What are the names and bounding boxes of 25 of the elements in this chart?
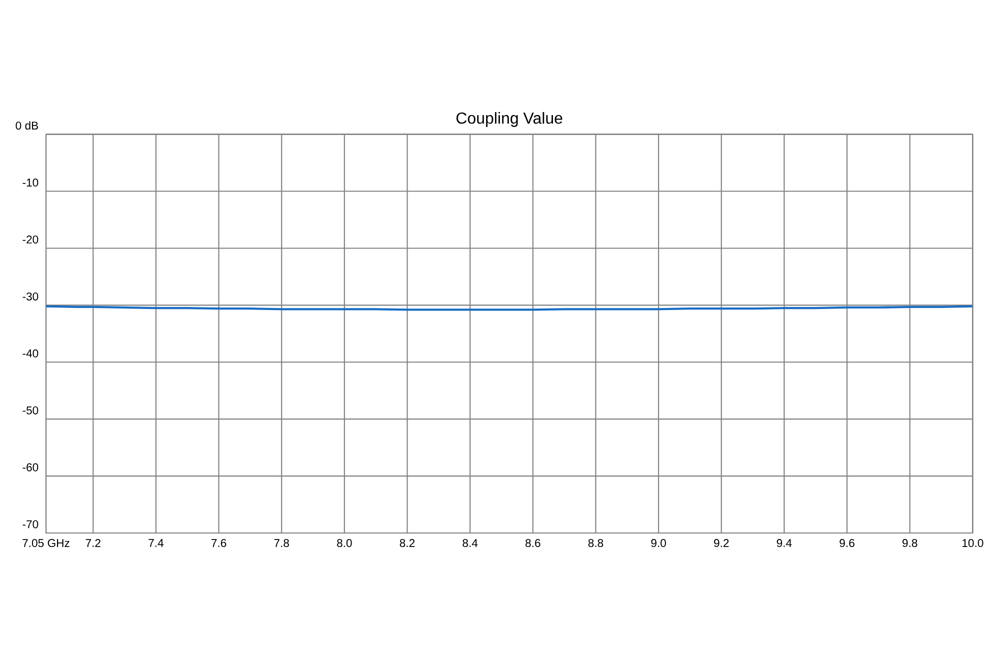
y-tick-label: -40: [22, 349, 38, 358]
x-tick-label: 9.8: [902, 539, 918, 548]
x-tick-label: 9.4: [776, 539, 792, 548]
x-tick-label: 7.6: [211, 539, 226, 548]
y-tick-label: -50: [22, 406, 38, 414]
x-tick-label: 8.2: [400, 539, 415, 548]
chart-title: Coupling Value: [456, 112, 562, 127]
x-tick-label: 10.0: [962, 539, 984, 548]
y-tick-label: -30: [22, 292, 38, 300]
y-tick-label: -10: [22, 178, 38, 187]
x-tick-label: 7.4: [148, 539, 164, 547]
x-tick-label: 7.8: [274, 539, 289, 548]
x-tick-label: 9.0: [651, 539, 666, 548]
y-tick-label: -70: [22, 520, 38, 528]
x-tick-label: 7.05 GHz: [22, 539, 70, 548]
y-tick-label: -20: [22, 236, 38, 244]
x-tick-label: 8.4: [462, 539, 478, 548]
x-tick-label: 9.2: [714, 539, 729, 548]
y-tick-label: -60: [22, 463, 38, 472]
y-tick-label: 0 dB: [16, 121, 38, 130]
x-tick-label: 7.2: [86, 539, 100, 547]
x-tick-label: 8.0: [337, 539, 352, 548]
x-tick-label: 9.6: [840, 539, 854, 548]
x-tick-label: 8.6: [526, 539, 540, 548]
x-tick-label: 8.8: [588, 539, 604, 548]
